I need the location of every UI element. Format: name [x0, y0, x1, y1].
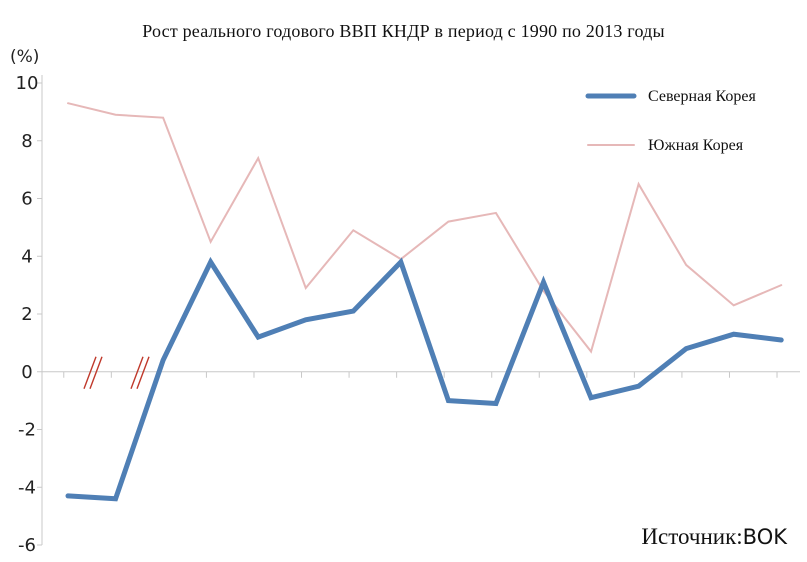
axis-break-mark	[89, 356, 103, 389]
chart-title: Рост реального годового ВВП КНДР в перио…	[142, 21, 665, 41]
legend-label: Северная Корея	[648, 88, 757, 105]
y-tick-label: 0	[21, 362, 32, 383]
y-tick-label: -2	[18, 420, 36, 441]
y-tick-label: 10	[16, 73, 39, 94]
legend-label: Южная Корея	[648, 137, 744, 154]
y-tick-label: 8	[21, 131, 32, 152]
source-note: Источник:BOK	[641, 524, 787, 550]
axis-break-mark	[83, 356, 97, 389]
y-axis-unit: (%)	[10, 47, 40, 67]
y-tick-label: 6	[21, 189, 32, 210]
y-tick-label: 2	[21, 304, 32, 325]
y-tick-label: -6	[18, 535, 36, 556]
source-value: BOK	[742, 525, 787, 549]
series-line-north-korea	[65, 256, 784, 502]
axis-break-mark	[130, 356, 144, 389]
series-line-south-korea	[67, 102, 783, 354]
axis-break-mark	[136, 356, 150, 389]
source-label: Источник:	[641, 524, 743, 549]
y-tick-label: -4	[18, 477, 36, 498]
y-tick-label: 4	[21, 246, 32, 267]
